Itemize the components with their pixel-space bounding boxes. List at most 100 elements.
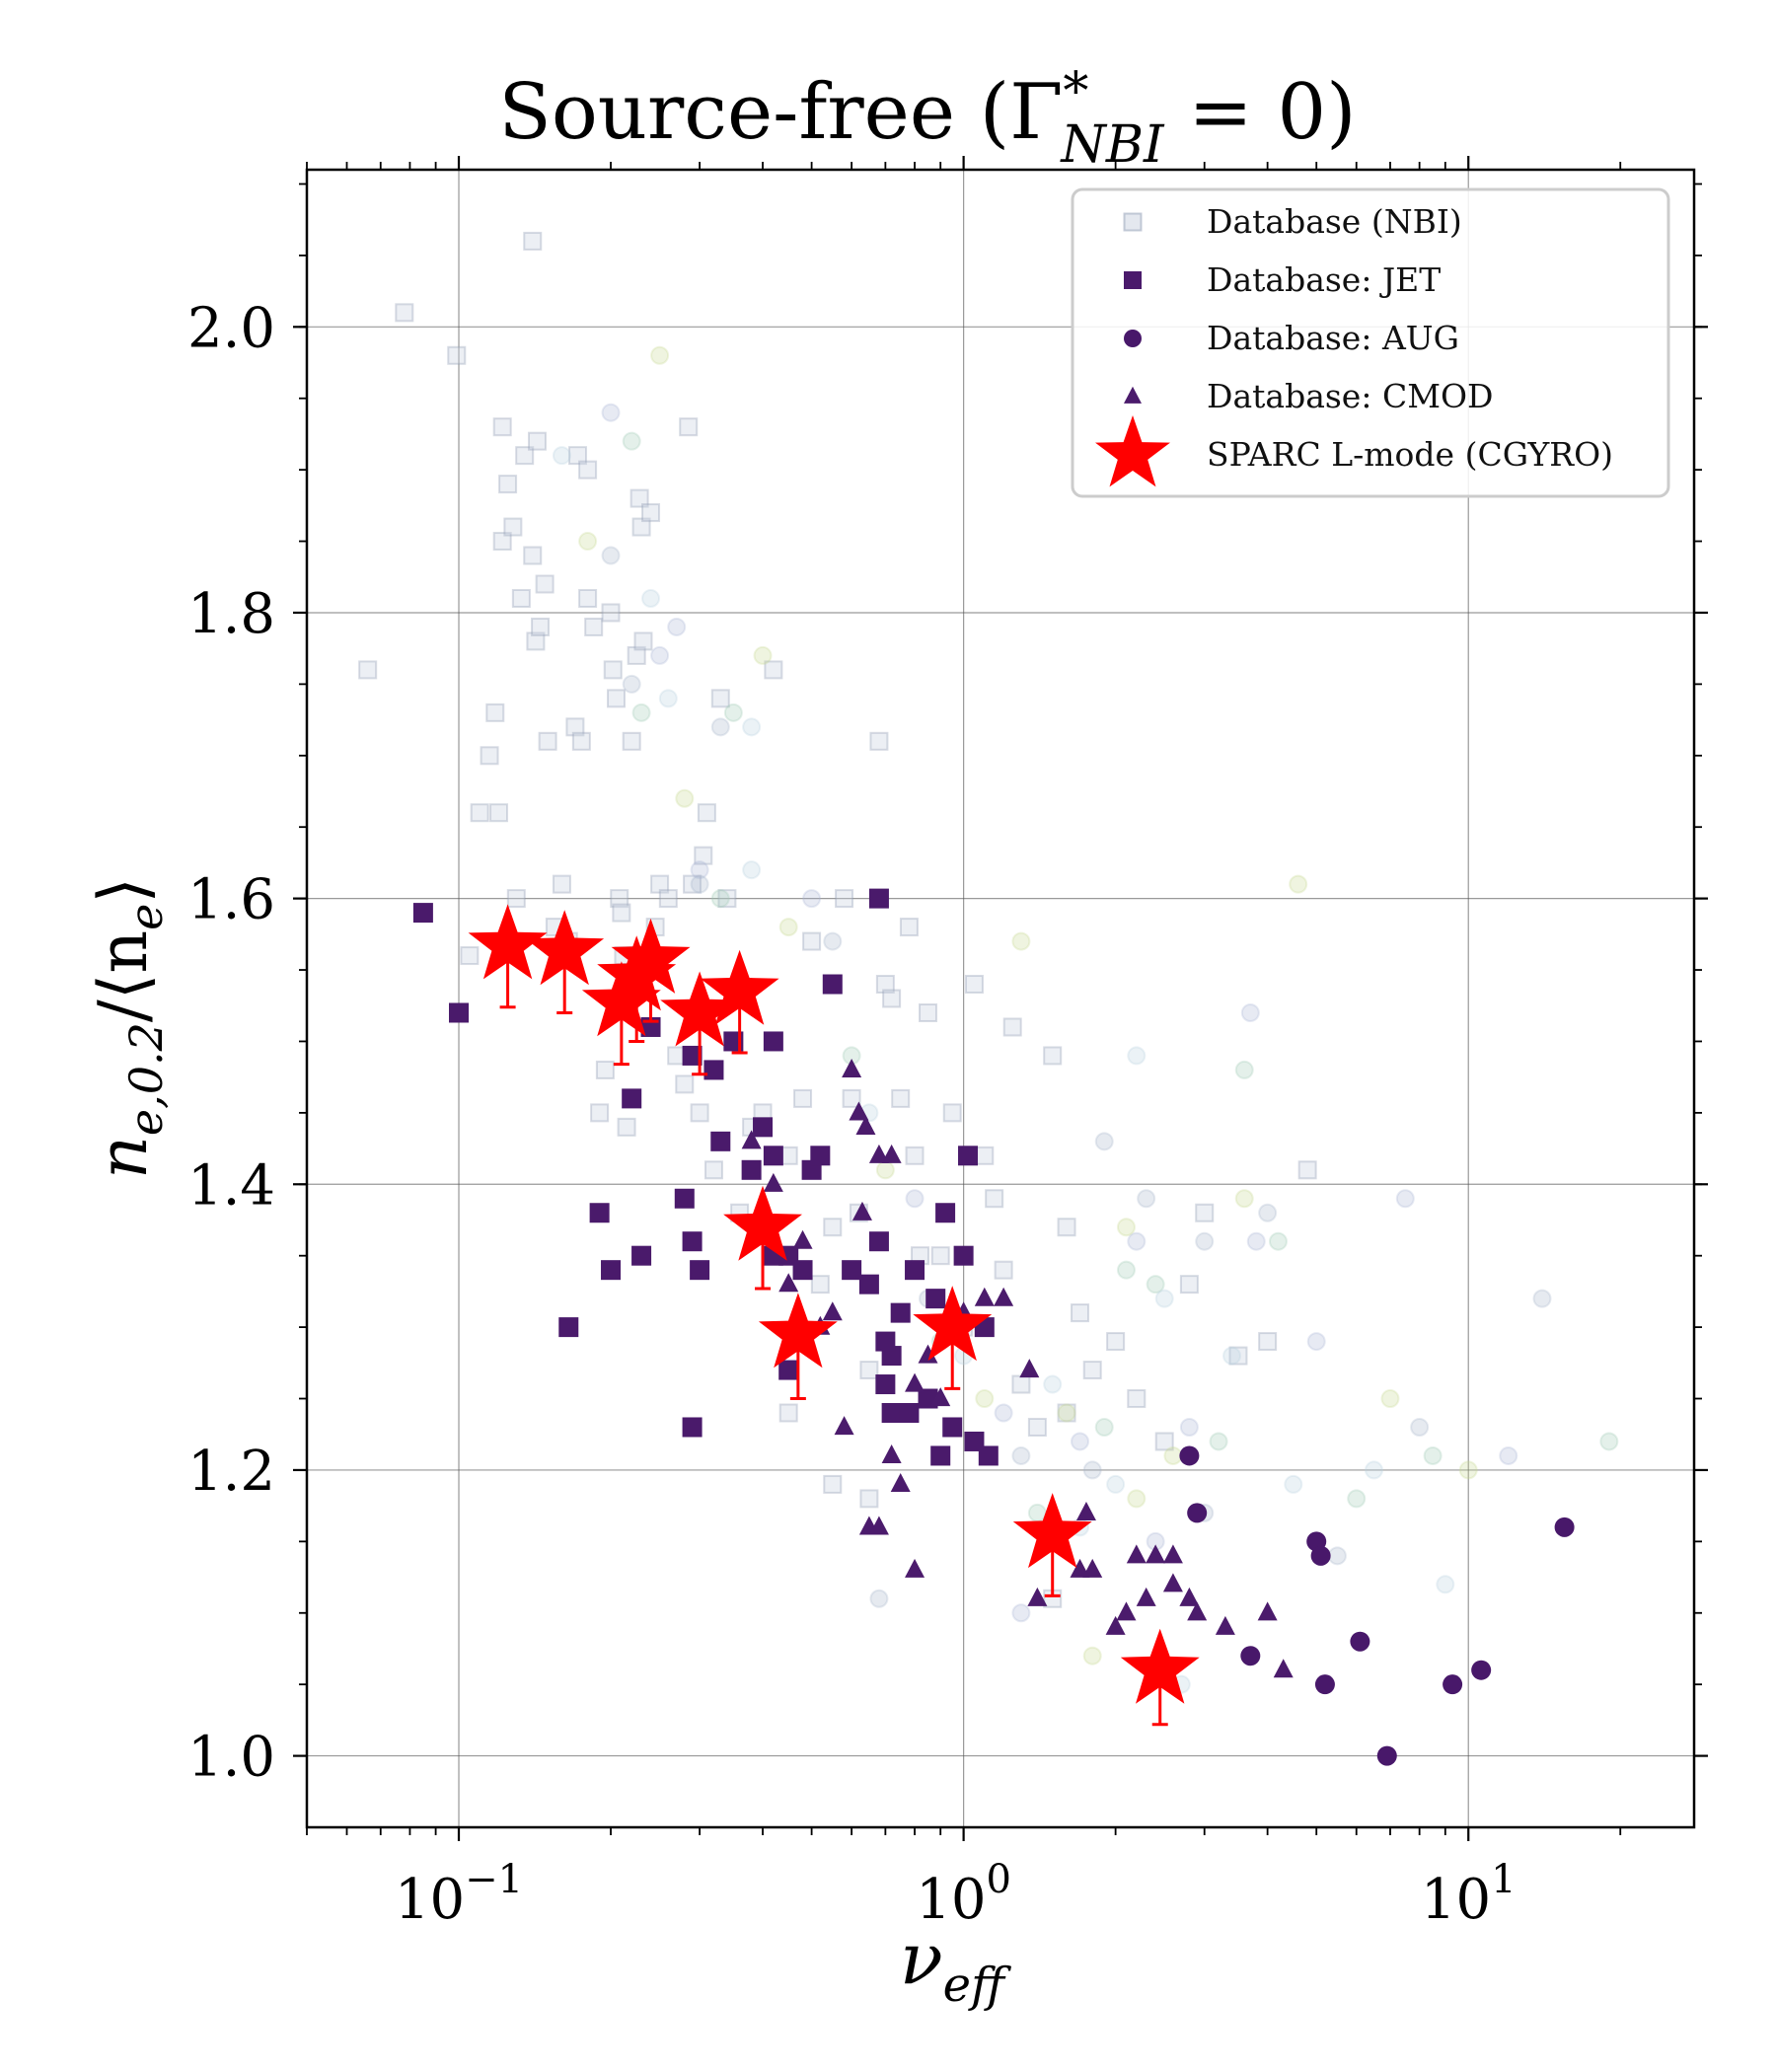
nbi-point	[1002, 1017, 1022, 1037]
cmod-point	[930, 1387, 951, 1407]
nbi-point	[470, 803, 489, 823]
y-axis-label-n: n	[85, 1136, 163, 1179]
y-tick-label: 1.0	[187, 1726, 275, 1790]
nbi-point	[1127, 1489, 1147, 1509]
title-prefix: Source-free (Γ	[498, 68, 1063, 157]
y-axis-label: ne,0.2/⟨ne⟩	[85, 877, 173, 1179]
nbi-point	[498, 475, 518, 494]
nbi-point	[723, 703, 743, 722]
nbi-point	[1195, 1203, 1215, 1222]
nbi-point	[1347, 1489, 1367, 1509]
jet-point	[958, 1146, 979, 1166]
nbi-point	[1106, 1474, 1126, 1494]
cmod-point	[855, 1115, 876, 1135]
nbi-point	[1365, 1460, 1384, 1480]
cmod-point	[1187, 1601, 1208, 1621]
nbi-point	[578, 460, 598, 480]
jet-point	[978, 1445, 999, 1466]
jet-point	[682, 1231, 703, 1252]
nbi-point	[658, 689, 678, 708]
nbi-point	[899, 918, 919, 937]
sparc-point	[758, 1293, 838, 1369]
cmod-point	[778, 1273, 799, 1293]
jet-point	[778, 1360, 799, 1380]
jet-point	[905, 1260, 925, 1281]
nbi-point	[1179, 1275, 1199, 1295]
cmod-point	[1146, 1544, 1166, 1564]
jet-point	[858, 1274, 879, 1295]
nbi-point	[1043, 1046, 1063, 1066]
nbi-point	[617, 1117, 636, 1137]
nbi-point	[1057, 1403, 1076, 1423]
nbi-point	[1240, 1002, 1260, 1022]
nbi-point	[1137, 1189, 1156, 1209]
nbi-point	[1222, 1346, 1242, 1366]
nbi-point	[485, 703, 505, 722]
nbi-point	[823, 1474, 843, 1494]
nbi-point	[650, 645, 670, 665]
aug-point	[1376, 1745, 1397, 1766]
nbi-point	[802, 889, 822, 909]
sparc-point	[723, 1185, 802, 1261]
nbi-point	[1306, 1332, 1326, 1352]
nbi-point	[622, 674, 641, 694]
jet-point	[763, 1031, 783, 1052]
nbi-point	[506, 889, 526, 909]
legend-item: SPARC L-mode (CGYRO)	[1095, 415, 1613, 487]
jet-point	[703, 1060, 724, 1080]
nbi-point	[1043, 1374, 1063, 1394]
title-sub: NBI	[1059, 115, 1165, 175]
nbi-point	[578, 532, 598, 552]
jet-point	[674, 1188, 695, 1209]
cmod-point	[1019, 1359, 1040, 1378]
legend-label: Database: AUG	[1207, 319, 1459, 357]
nbi-point	[823, 1218, 843, 1237]
nbi-point	[1209, 1432, 1228, 1451]
nbi-point	[1228, 1346, 1248, 1366]
nbi-point	[535, 574, 555, 594]
nbi-point	[690, 860, 709, 880]
nbi-point	[447, 345, 467, 365]
legend-marker-aug	[1124, 330, 1142, 347]
x-tick-label: 10−1	[395, 1857, 523, 1932]
nbi-point	[1011, 1603, 1031, 1623]
nbi-point	[975, 1389, 995, 1409]
y-tick-label: 1.6	[187, 868, 275, 932]
nbi-point	[1258, 1203, 1278, 1222]
nbi-point	[675, 1074, 695, 1094]
nbi-point	[1297, 1160, 1317, 1180]
nbi-point	[905, 1146, 925, 1165]
plot-frame	[305, 168, 1696, 1829]
nbi-point	[1082, 1646, 1102, 1665]
nbi-point	[882, 989, 902, 1008]
nbi-point	[641, 503, 661, 523]
cmod-point	[1075, 1501, 1096, 1520]
nbi-point	[523, 231, 543, 251]
nbi-point	[650, 345, 670, 365]
cmod-point	[905, 1558, 925, 1578]
nbi-point	[601, 403, 621, 422]
nbi-point	[1057, 1403, 1076, 1423]
nbi-point	[742, 860, 762, 880]
jet-point	[942, 1417, 963, 1438]
cmod-point	[994, 1287, 1014, 1306]
nbi-point	[552, 446, 571, 466]
cmod-point	[1162, 1544, 1183, 1564]
nbi-point	[629, 488, 649, 508]
cmod-point	[1105, 1615, 1126, 1635]
nbi-point	[631, 703, 651, 722]
sparc-point	[913, 1286, 993, 1362]
nbi-point	[1011, 931, 1031, 951]
nbi-point	[603, 660, 623, 680]
nbi-point	[1071, 1432, 1090, 1451]
nbi-point	[1458, 1460, 1478, 1480]
nbi-point	[1116, 1260, 1136, 1280]
jet-point	[953, 1245, 974, 1266]
axes-frame	[293, 156, 1708, 1841]
legend-label: Database: CMOD	[1207, 377, 1494, 415]
nbi-point	[1436, 1575, 1455, 1594]
jet-point	[741, 1159, 762, 1180]
nbi-point	[633, 631, 653, 651]
nbi-point	[595, 1060, 615, 1079]
